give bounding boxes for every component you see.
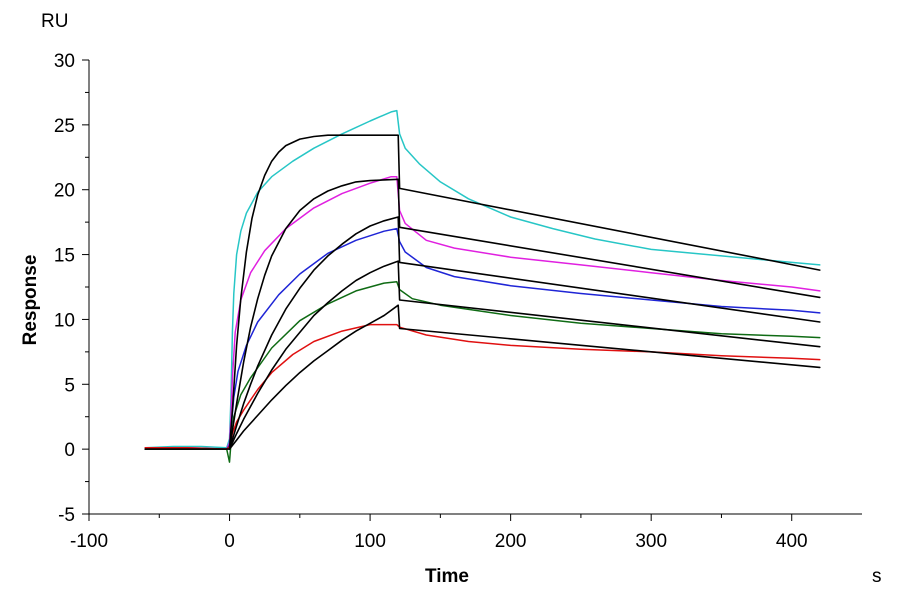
y-tick-label: 5 [64, 375, 75, 396]
y-tick-label: 15 [54, 246, 75, 267]
series-line-fit-4 [228, 260, 821, 450]
series-line-fit-1 [144, 134, 821, 450]
series-layer [144, 109, 821, 463]
y-tick-label: 30 [54, 51, 75, 72]
y-axis-title: Response [20, 255, 41, 346]
series-line-observed-blue [144, 227, 821, 450]
x-tick-label: 400 [776, 531, 808, 552]
x-tick-label: 200 [495, 531, 527, 552]
series-line-observed-red [144, 323, 821, 450]
x-tick-label: 0 [224, 531, 235, 552]
x-tick-label: 300 [635, 531, 667, 552]
series-line-fit-2 [228, 178, 821, 450]
series-line-observed-magenta [144, 175, 821, 450]
axis-labels: RU Response Time s [20, 11, 882, 587]
series-line-observed-green [144, 281, 821, 463]
x-axis-title: Time [425, 566, 469, 587]
series-line-fit-3 [228, 216, 821, 450]
y-tick-label: 20 [54, 181, 75, 202]
y-tick-label: 0 [64, 440, 75, 461]
x-tick-label: 100 [354, 531, 386, 552]
y-tick-label: 25 [54, 116, 75, 137]
y-unit-label: RU [41, 11, 68, 32]
x-tick-label: -100 [70, 531, 108, 552]
y-tick-label: -5 [58, 505, 75, 526]
series-line-fit-5 [228, 304, 821, 450]
x-unit-label: s [872, 566, 882, 587]
y-tick-label: 10 [54, 310, 75, 331]
axes: -5 0 5 10 15 20 25 30 -100 0 100 200 300 400 [54, 51, 862, 552]
